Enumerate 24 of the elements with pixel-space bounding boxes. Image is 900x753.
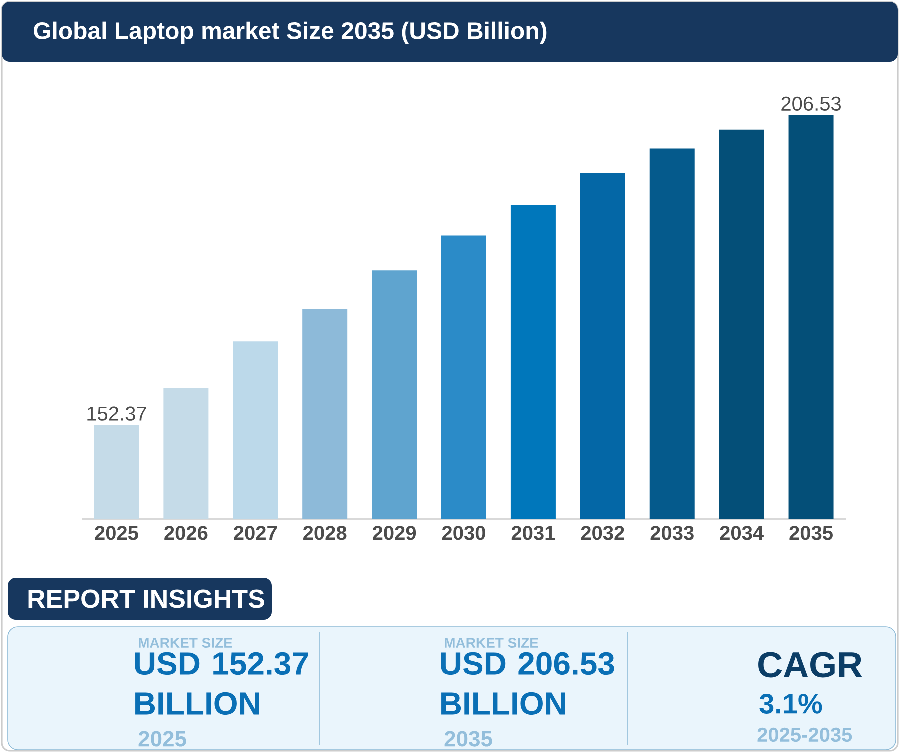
x-tick-label: 2035: [790, 526, 833, 540]
data-label: 152.37: [88, 406, 146, 421]
x-tick-label: 2032: [581, 526, 624, 540]
x-tick-label: 2025: [95, 526, 138, 540]
text: 2025-2035: [758, 728, 852, 742]
text: CAGR: [758, 652, 862, 678]
chart-title: Global Laptop market Size 2035 (USD Billion): [34, 22, 547, 44]
x-tick-label: 2026: [164, 526, 208, 540]
text: USD 206.53 BILLION: [441, 652, 614, 715]
x-tick-label: 2028: [304, 526, 347, 540]
data-label: 206.53: [782, 96, 841, 111]
text: 2035: [444, 730, 492, 747]
text: USD 152.37 BILLION: [135, 652, 308, 715]
x-tick-label: 2030: [442, 526, 486, 540]
x-tick-label: 2029: [372, 526, 416, 540]
text: MARKET SIZE: [445, 638, 538, 648]
text: 2025: [138, 731, 186, 747]
x-tick-label: 2027: [234, 526, 278, 540]
x-tick-label: 2034: [720, 526, 764, 540]
text: REPORT INSIGHTS: [28, 590, 264, 608]
x-tick-label: 2033: [650, 526, 694, 540]
text: 3.1%: [760, 694, 822, 714]
text: MARKET SIZE: [139, 638, 232, 648]
x-tick-label: 2031: [512, 526, 556, 540]
